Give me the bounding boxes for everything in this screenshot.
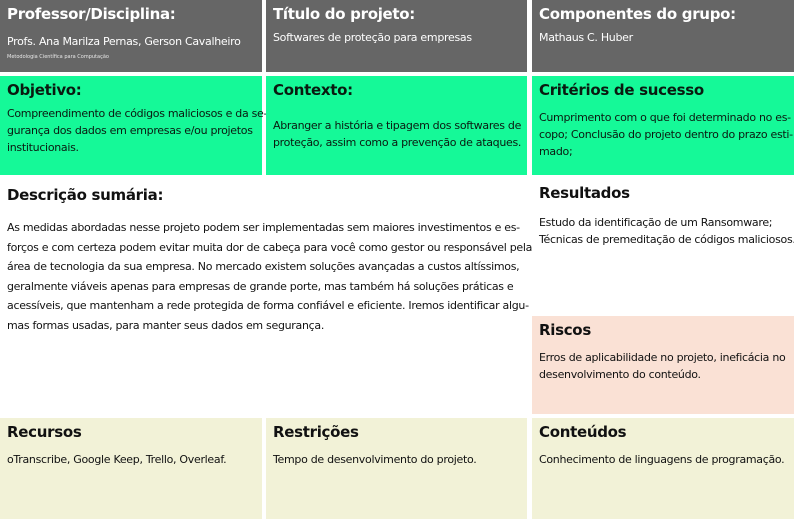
- context-text: Abranger a história e tipagem dos softwa…: [273, 117, 522, 151]
- description-title: Descrição sumária:: [7, 186, 164, 204]
- text-line: acessíveis, que mantenham a rede protegi…: [7, 299, 529, 312]
- text-line: mado;: [539, 145, 573, 158]
- contents-cell: Conteúdos Conhecimento de linguagens de …: [532, 418, 794, 519]
- criteria-text: Cumprimento com o que foi determinado no…: [539, 109, 793, 160]
- text-line: mas formas usadas, para manter seus dado…: [7, 318, 325, 332]
- text-line: Compreendimento de códigos maliciosos e …: [7, 107, 268, 120]
- risks-title: Riscos: [539, 321, 591, 339]
- context-cell: Contexto: Abranger a história e tipagem …: [266, 76, 527, 175]
- text-line: institucionais.: [7, 141, 79, 154]
- title-cell: Título do projeto: Softwares de proteção…: [266, 0, 527, 72]
- members-text: Mathaus C. Huber: [539, 31, 633, 44]
- members-title: Componentes do grupo:: [539, 5, 736, 23]
- project-title: Softwares de proteção para empresas: [273, 31, 472, 44]
- restrictions-text: Tempo de desenvolvimento do projeto.: [273, 453, 477, 466]
- objective-text: Compreendimento de códigos maliciosos e …: [7, 105, 268, 156]
- text-line: As medidas abordadas nesse projeto podem…: [7, 221, 520, 234]
- results-text: Estudo da identificação de um Ransomware…: [539, 214, 794, 248]
- objective-cell: Objetivo: Compreendimento de códigos mal…: [0, 76, 268, 175]
- text-line: geralmente viáveis apenas para empresas …: [7, 279, 514, 293]
- context-title: Contexto:: [273, 81, 353, 99]
- text-line: copo; Conclusão do projeto dentro do pra…: [539, 128, 793, 141]
- text-line: desenvolvimento do conteúdo.: [539, 368, 701, 381]
- text-line: área de tecnologia da sua empresa. No me…: [7, 260, 520, 273]
- text-line: Abranger a história e tipagem dos softwa…: [273, 119, 522, 132]
- professor-cell: Professor/Disciplina: Profs. Ana Marilza…: [0, 0, 262, 72]
- restrictions-cell: Restrições Tempo de desenvolvimento do p…: [266, 418, 527, 519]
- risks-cell: Riscos Erros de aplicabilidade no projet…: [532, 316, 794, 414]
- contents-text: Conhecimento de linguagens de programaçã…: [539, 453, 785, 466]
- contents-title: Conteúdos: [539, 423, 627, 441]
- restrictions-title: Restrições: [273, 423, 359, 441]
- risks-text: Erros de aplicabilidade no projeto, inef…: [539, 349, 787, 383]
- description-cell: Descrição sumária: As medidas abordadas …: [0, 178, 533, 414]
- project-title-label: Título do projeto:: [273, 5, 415, 23]
- resources-cell: Recursos oTranscribe, Google Keep, Trell…: [0, 418, 262, 519]
- text-line: proteção, assim como a prevenção de ataq…: [273, 136, 522, 149]
- resources-title: Recursos: [7, 423, 82, 441]
- text-line: forços e com certeza podem evitar muita …: [7, 240, 533, 254]
- members-cell: Componentes do grupo: Mathaus C. Huber: [532, 0, 794, 72]
- professor-title: Professor/Disciplina:: [7, 5, 176, 23]
- results-cell: Resultados Estudo da identificação de um…: [532, 178, 794, 313]
- results-title: Resultados: [539, 184, 630, 202]
- text-line: Cumprimento com o que foi determinado no…: [539, 111, 791, 124]
- criteria-cell: Critérios de sucesso Cumprimento com o q…: [532, 76, 794, 175]
- objective-title: Objetivo:: [7, 81, 82, 99]
- resources-text: oTranscribe, Google Keep, Trello, Overle…: [7, 453, 227, 466]
- description-text: As medidas abordadas nesse projeto podem…: [7, 218, 533, 335]
- text-line: Técnicas de premeditação de códigos mali…: [539, 233, 794, 246]
- text-line: Estudo da identificação de um Ransomware…: [539, 216, 773, 229]
- criteria-title: Critérios de sucesso: [539, 81, 704, 99]
- text-line: gurança dos dados em empresas e/ou proje…: [7, 124, 253, 137]
- professor-names: Profs. Ana Marilza Pernas, Gerson Cavalh…: [7, 35, 241, 48]
- text-line: Erros de aplicabilidade no projeto, inef…: [539, 351, 786, 364]
- course-name: Metodologia Científica para Computação: [7, 54, 109, 60]
